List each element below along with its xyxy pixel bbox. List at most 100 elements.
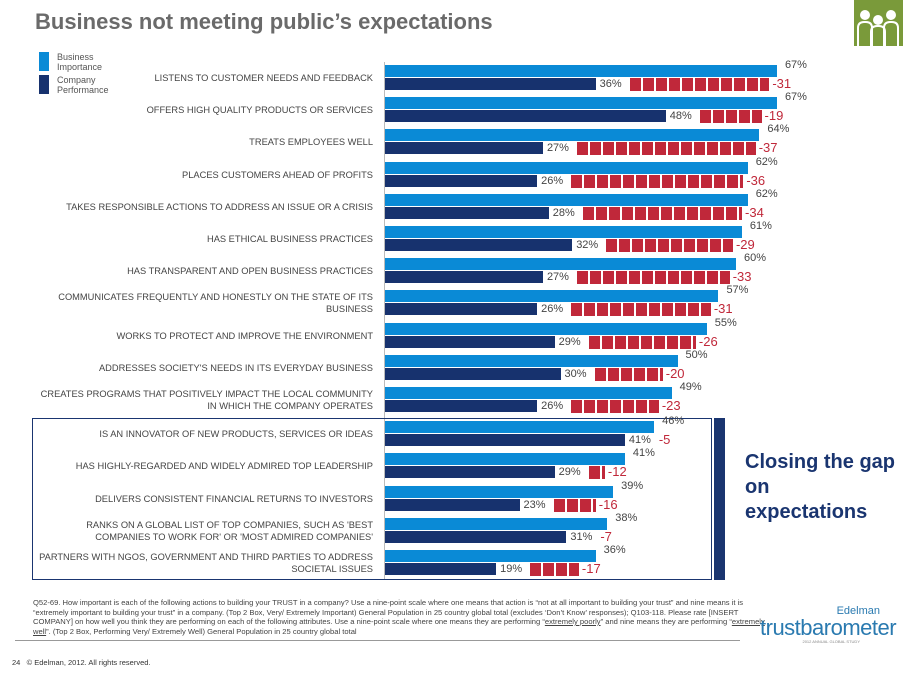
performance-value: 36%	[599, 78, 622, 90]
trustbarometer-logo: Edelman trustbarometer 2012 ANNUAL GLOBA…	[760, 605, 897, 644]
performance-bar	[385, 563, 497, 575]
gap-bar	[588, 335, 696, 349]
importance-value: 67%	[784, 91, 807, 104]
page-title: Business not meeting public’s expectatio…	[35, 9, 493, 34]
importance-value: 49%	[679, 381, 702, 393]
copyright: © Edelman, 2012. All rights reserved.	[26, 658, 151, 667]
gap-bar	[553, 498, 596, 512]
importance-bar	[385, 226, 742, 238]
category-label: TREATS EMPLOYEES WELL	[249, 137, 373, 148]
performance-bar	[385, 239, 573, 251]
category-label: RANKS ON A GLOBAL LIST OF TOP COMPANIES,…	[86, 519, 373, 542]
performance-bar	[385, 400, 538, 412]
performance-value: 26%	[541, 400, 564, 412]
footer: 24 © Edelman, 2012. All rights reserved.	[12, 658, 151, 667]
importance-bar	[385, 322, 707, 335]
performance-value: 26%	[541, 303, 564, 316]
performance-value: 41%	[628, 434, 651, 447]
gap-value: -34	[745, 204, 764, 220]
importance-value: 36%	[603, 544, 626, 556]
performance-value: 48%	[669, 110, 692, 123]
importance-value: 67%	[784, 59, 807, 71]
gap-value: -16	[598, 496, 618, 512]
performance-bar	[385, 78, 596, 90]
gap-value: -37	[758, 140, 778, 156]
importance-bar	[385, 161, 748, 174]
importance-bar	[385, 290, 719, 303]
gap-bar	[606, 239, 733, 252]
performance-value: 23%	[523, 498, 546, 511]
performance-bar	[385, 466, 555, 479]
importance-bar	[385, 129, 760, 142]
gap-value: -19	[764, 108, 784, 124]
gap-value: -5	[658, 432, 671, 448]
performance-value: 29%	[558, 335, 581, 348]
category-label: PARTNERS WITH NGOS, GOVERNMENT AND THIRD…	[39, 552, 373, 574]
legend-performance: Company Performance	[39, 75, 117, 95]
importance-bar	[385, 517, 608, 530]
gap-value: -31	[772, 76, 792, 91]
divider	[15, 640, 740, 641]
axis-line	[384, 62, 385, 580]
importance-value: 62%	[755, 155, 778, 168]
performance-bar	[385, 498, 520, 511]
performance-value: 26%	[541, 174, 564, 187]
category-label: HAS ETHICAL BUSINESS PRACTICES	[206, 234, 373, 244]
highlight-box	[32, 418, 712, 580]
gap-bar	[576, 142, 756, 156]
importance-bar	[385, 453, 625, 466]
gap-value: -17	[581, 561, 601, 576]
performance-bar	[385, 434, 625, 447]
performance-bar	[385, 367, 561, 380]
gap-bar	[571, 174, 744, 188]
gap-value: -20	[665, 365, 685, 381]
importance-value: 50%	[685, 348, 708, 361]
legend-importance: Business Importance	[39, 52, 117, 72]
importance-value: 60%	[744, 252, 767, 265]
performance-value: 31%	[570, 530, 593, 543]
category-label: HAS TRANSPARENT AND OPEN BUSINESS PRACTI…	[127, 266, 373, 277]
page-number: 24	[12, 658, 21, 667]
gap-value: -31	[713, 301, 733, 317]
gap-bar	[699, 110, 762, 124]
performance-bar	[385, 142, 543, 155]
importance-bar	[385, 65, 777, 77]
importance-bar	[385, 387, 672, 399]
gap-value: -12	[607, 464, 627, 480]
category-label: COMMUNICATES FREQUENTLY AND HONESTLY ON …	[58, 292, 373, 315]
importance-value: 64%	[767, 123, 790, 136]
importance-value: 46%	[662, 415, 685, 428]
category-label: HAS HIGHLY-REGARDED AND WIDELY ADMIRED T…	[75, 461, 373, 472]
gap-bar	[629, 78, 770, 91]
performance-bar	[385, 335, 555, 348]
importance-value: 39%	[621, 479, 644, 492]
importance-value: 62%	[755, 187, 778, 200]
gap-bar	[576, 271, 730, 285]
performance-value: 27%	[546, 142, 569, 155]
performance-bar	[385, 303, 538, 316]
importance-value: 55%	[714, 316, 737, 329]
category-label: OFFERS HIGH QUALITY PRODUCTS OR SERVICES	[146, 105, 373, 116]
importance-bar	[385, 550, 596, 562]
performance-value: 30%	[564, 367, 587, 380]
category-label: LISTENS TO CUSTOMER NEEDS AND FEEDBACK	[154, 73, 373, 83]
gap-bar	[571, 400, 659, 413]
gap-value: -26	[698, 333, 718, 349]
gap-value: -33	[732, 269, 752, 285]
importance-bar	[385, 97, 777, 110]
gap-value: -29	[735, 237, 755, 252]
category-label: WORKS TO PROTECT AND IMPROVE THE ENVIRON…	[116, 330, 373, 341]
highlight-bar	[714, 418, 725, 580]
category-label: ADDRESSES SOCIETY'S NEEDS IN ITS EVERYDA…	[98, 362, 373, 373]
category-label: IS AN INNOVATOR OF NEW PRODUCTS, SERVICE…	[99, 429, 373, 440]
gap-bar	[594, 367, 663, 381]
importance-value: 61%	[749, 220, 772, 232]
gap-value: -23	[661, 398, 681, 413]
performance-value: 32%	[576, 239, 599, 251]
performance-bar	[385, 110, 666, 123]
gap-bar	[582, 206, 743, 220]
importance-bar	[385, 354, 678, 367]
performance-value: 27%	[546, 271, 569, 284]
importance-bar	[385, 421, 655, 434]
importance-bar	[385, 485, 614, 498]
